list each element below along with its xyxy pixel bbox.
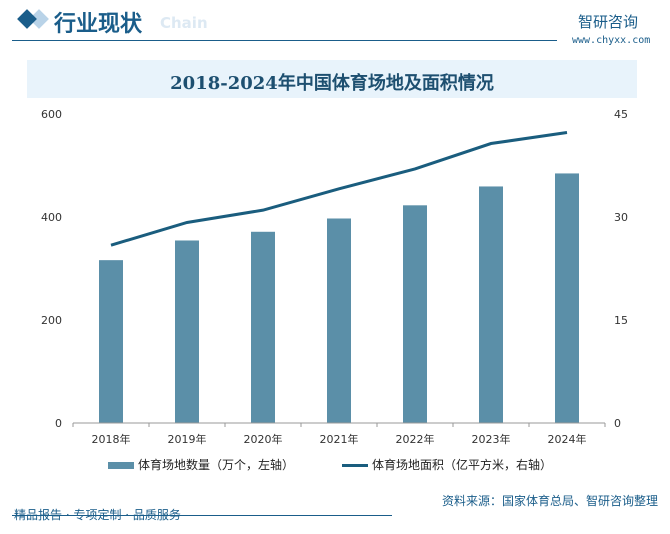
x-tick-label: 2021年 [320,432,359,446]
header-subtitle: Chain [160,14,208,32]
bar [99,260,123,423]
y-left-tick-label: 600 [41,108,62,121]
legend-label-line: 体育场地面积（亿平方米，右轴） [372,458,553,472]
legend-swatch-bar [108,462,134,469]
header-title: 行业现状 [54,12,143,37]
header-divider [12,40,557,41]
x-tick-label: 2023年 [472,432,511,446]
x-tick-label: 2018年 [92,432,131,446]
bar [175,240,199,423]
y-right-tick-label: 15 [614,314,628,327]
x-tick-label: 2022年 [396,432,435,446]
logo: 智研咨询 [578,13,639,31]
y-left-tick-label: 400 [41,211,62,224]
bar [555,173,579,423]
legend-label-bar: 体育场地数量（万个，左轴） [138,458,295,472]
bar [403,205,427,423]
y-left-tick-label: 200 [41,314,62,327]
bar [327,218,351,423]
footer-slogan: 精品报告 · 专项定制 · 品质服务 [14,508,181,522]
legend-item-line: 体育场地面积（亿平方米，右轴） [342,456,552,473]
y-right-tick-label: 45 [614,108,628,121]
chart-title-band: 2018-2024年中国体育场地及面积情况 [27,60,637,98]
footer-divider [12,515,392,516]
x-tick-label: 2020年 [244,432,283,446]
chart-title: 2018-2024年中国体育场地及面积情况 [170,73,494,94]
x-tick-label: 2024年 [548,432,587,446]
bar [479,186,503,423]
y-right-tick-label: 0 [614,417,621,430]
y-right-tick-label: 30 [614,211,628,224]
footer-source: 资料来源：国家体育总局、智研咨询整理 [441,494,658,508]
logo-url: www.chyxx.com [572,35,651,46]
x-tick-label: 2019年 [168,432,207,446]
y-left-tick-label: 0 [55,417,62,430]
legend-swatch-line [342,464,368,467]
bar [251,231,275,423]
legend-item-bar: 体育场地数量（万个，左轴） [108,456,294,473]
